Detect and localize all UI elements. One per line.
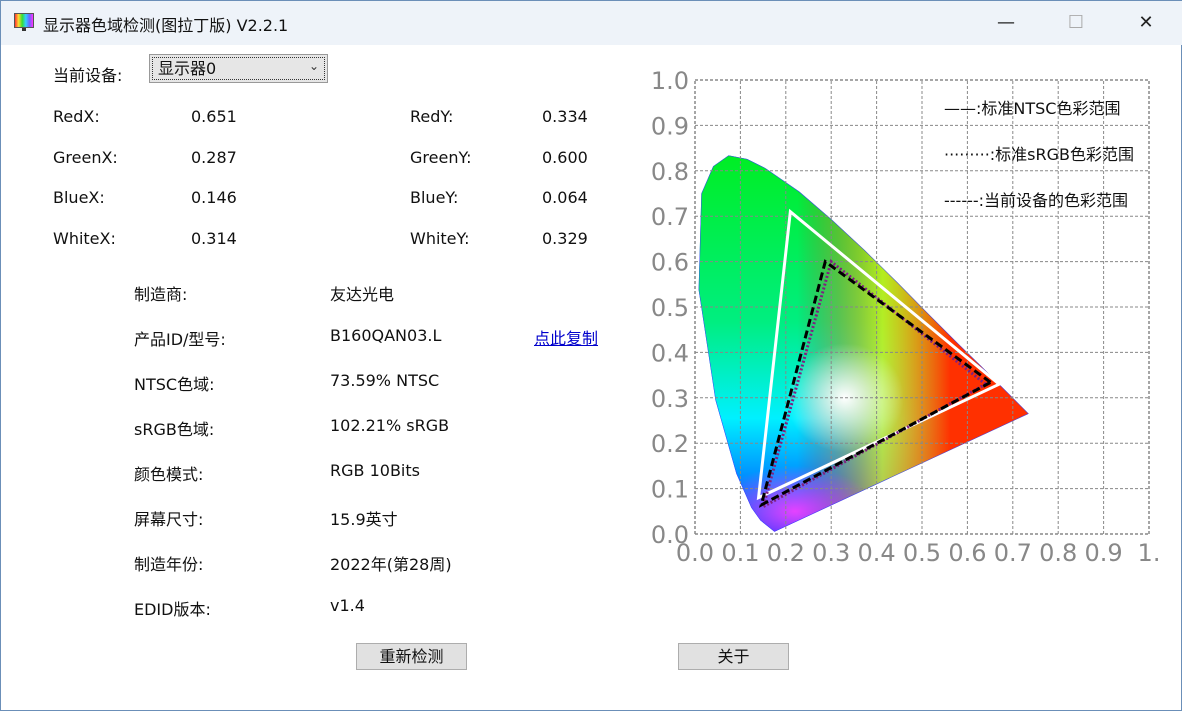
legend-entry: ------:当前设备的色彩范围	[944, 191, 1128, 210]
coord-value2: 0.329	[542, 229, 588, 249]
y-tick-label: 0.9	[651, 112, 689, 140]
coord-label2: WhiteY:	[410, 229, 470, 249]
coord-value2: 0.064	[542, 188, 588, 208]
info-value: 友达光电	[330, 285, 395, 304]
gamut-triangle-2	[758, 259, 994, 508]
chevron-down-icon: ⌄	[308, 59, 319, 73]
coord-value: 0.287	[191, 147, 237, 167]
y-tick-label: 0.4	[651, 339, 689, 367]
coord-label2: BlueY:	[410, 188, 459, 208]
x-tick-label: 1.	[1138, 539, 1161, 567]
x-tick-label: 0.0	[676, 539, 714, 567]
info-label: 屏幕尺寸:	[134, 510, 204, 529]
window-title: 显示器色域检测(图拉丁版) V2.2.1	[43, 16, 289, 35]
info-label: 产品ID/型号:	[134, 330, 226, 349]
coord-label: BlueX:	[53, 188, 105, 208]
copy-link[interactable]: 点此复制	[534, 329, 599, 348]
coord-label2: GreenY:	[410, 147, 472, 167]
y-tick-label: 0.1	[651, 476, 689, 504]
info-value: 73.59% NTSC	[330, 371, 440, 390]
info-value: B160QAN03.L	[330, 326, 442, 345]
x-tick-label: 0.1	[721, 539, 759, 567]
coord-value: 0.651	[191, 107, 237, 126]
device-select-value: 显示器0	[152, 57, 325, 80]
monitor-icon	[14, 13, 34, 31]
info-label: EDID版本:	[134, 600, 211, 619]
device-select[interactable]: 显示器0 ⌄	[149, 54, 328, 83]
coord-label: GreenX:	[53, 147, 118, 167]
x-tick-label: 0.2	[767, 539, 805, 567]
x-tick-label: 0.7	[994, 539, 1032, 567]
info-value: 102.21% sRGB	[330, 416, 450, 435]
x-tick-label: 0.9	[1085, 539, 1123, 567]
white-point-glow	[785, 343, 904, 453]
coord-value2: 0.600	[542, 147, 588, 167]
info-value: 15.9英寸	[330, 510, 398, 529]
cie-chart: 0.0 0.1 0.2 0.3 0.4 0.5 0.6 0.7 0.8 0.9 1.0.00.10.…	[651, 67, 1161, 567]
x-tick-label: 0.4	[858, 539, 896, 567]
about-button[interactable]: 关于	[678, 643, 789, 670]
coord-value2: 0.334	[542, 107, 588, 126]
y-tick-label: 0.5	[651, 294, 689, 322]
device-label: 当前设备:	[53, 66, 123, 85]
coord-label2: RedY:	[410, 107, 454, 126]
info-value: v1.4	[330, 596, 365, 615]
x-tick-label: 0.8	[1039, 539, 1077, 567]
y-tick-label: 0.8	[651, 158, 689, 186]
info-value: RGB 10Bits	[330, 461, 420, 480]
maximize-button[interactable]: ☐	[1067, 12, 1085, 33]
x-tick-label: 0.5	[903, 539, 941, 567]
legend-entry: ——:标准NTSC色彩范围	[944, 99, 1120, 118]
title-bar: 显示器色域检测(图拉丁版) V2.2.1 — ☐ ✕	[1, 1, 1182, 45]
close-button[interactable]: ✕	[1138, 12, 1154, 33]
legend-entry: ·········:标准sRGB色彩范围	[944, 145, 1134, 164]
y-tick-label: 0.0	[651, 521, 689, 549]
x-tick-label: 0.3	[812, 539, 850, 567]
info-label: 制造年份:	[134, 555, 204, 574]
info-label: sRGB色域:	[134, 420, 215, 439]
coord-value: 0.146	[191, 188, 237, 208]
y-tick-label: 0.7	[651, 203, 689, 231]
x-tick-label: 0.6	[948, 539, 986, 567]
gamut-triangle-1	[760, 259, 989, 510]
redetect-button[interactable]: 重新检测	[356, 643, 467, 670]
y-tick-label: 0.2	[651, 430, 689, 458]
y-tick-label: 0.3	[651, 385, 689, 413]
coord-label: WhiteX:	[53, 229, 116, 249]
info-value: 2022年(第28周)	[330, 555, 452, 574]
info-label: 制造商:	[134, 285, 188, 304]
minimize-button[interactable]: —	[997, 12, 1015, 33]
y-tick-label: 0.6	[651, 249, 689, 277]
info-label: 颜色模式:	[134, 465, 204, 484]
y-tick-label: 1.0	[651, 67, 689, 95]
coord-label: RedX:	[53, 107, 100, 126]
info-label: NTSC色域:	[134, 375, 215, 394]
coord-value: 0.314	[191, 229, 237, 249]
